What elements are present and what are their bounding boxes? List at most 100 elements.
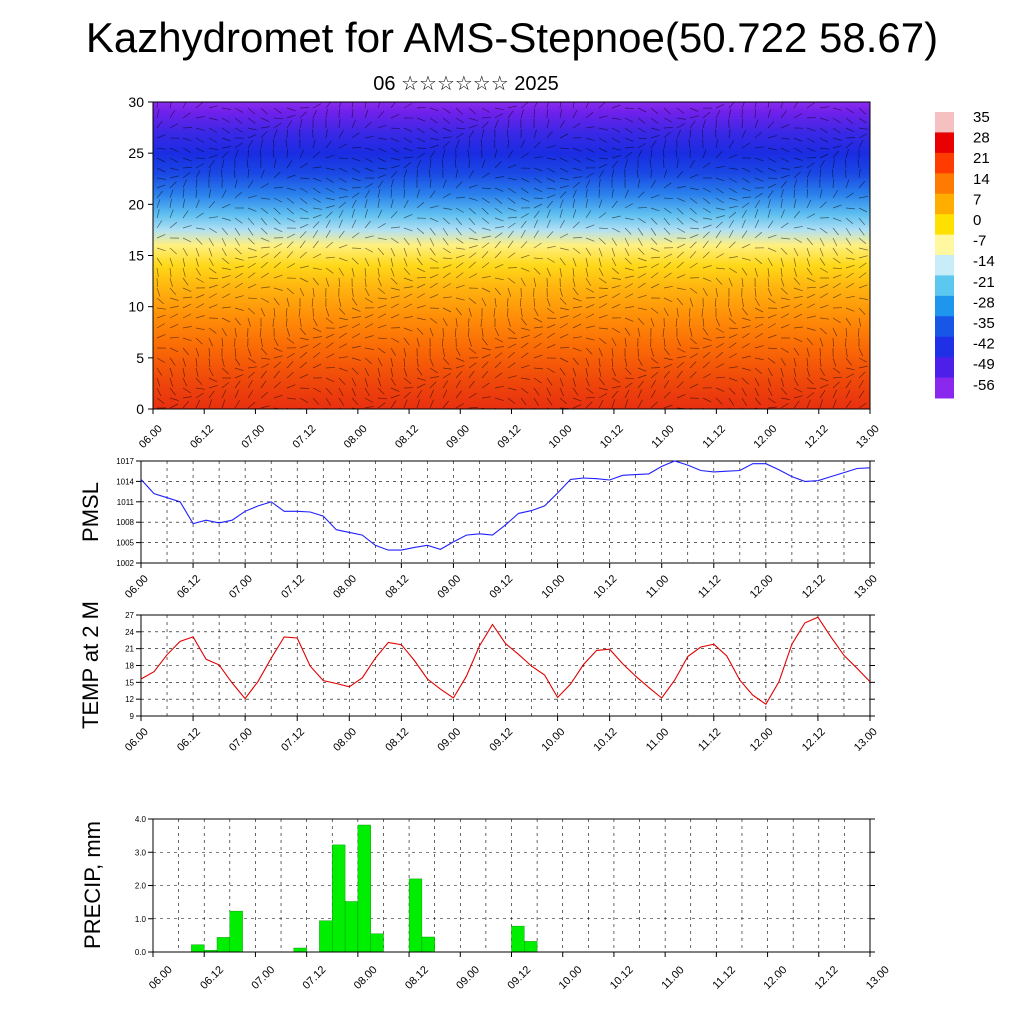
x-tick-label: 11.00: [644, 726, 671, 753]
wind-barb: [624, 306, 634, 309]
wind-barb: [221, 159, 225, 169]
wind-barb: [819, 284, 829, 289]
wind-barb: [858, 180, 866, 189]
wind-barb: [754, 209, 759, 219]
wind-barb: [390, 226, 400, 229]
wind-barb: [793, 287, 803, 292]
wind-barb: [715, 109, 721, 119]
wind-barb: [247, 297, 258, 300]
wind-barb: [494, 263, 504, 269]
wind-barb: [728, 241, 736, 249]
wind-barb: [208, 137, 217, 143]
x-tick-label: 07.00: [249, 964, 277, 992]
wind-barb: [338, 377, 346, 385]
wind-barb: [156, 234, 166, 239]
wind-barb: [767, 287, 772, 297]
y-tick-label: 1002: [116, 559, 134, 568]
wind-barb: [468, 227, 477, 234]
wind-barb: [845, 127, 855, 133]
wind-barb: [403, 161, 412, 169]
wind-barb: [728, 397, 735, 406]
wind-barb: [780, 137, 790, 140]
wind-barb: [507, 216, 518, 219]
x-tick-label: 07.12: [279, 573, 307, 601]
wind-barb: [221, 189, 227, 199]
wind-barb: [286, 217, 296, 223]
y-tick-label: 27: [125, 611, 134, 620]
wind-barb: [624, 107, 635, 110]
wind-barb: [156, 184, 166, 189]
precip-bar: [344, 901, 359, 953]
wind-barb: [611, 285, 621, 289]
wind-barb: [507, 164, 517, 169]
wind-barb: [442, 117, 451, 124]
wind-barb: [663, 197, 674, 200]
wind-barb: [299, 397, 308, 403]
wind-barb: [390, 400, 397, 409]
wind-barb: [234, 127, 244, 133]
wind-barb: [455, 196, 466, 199]
wind-barb: [182, 267, 186, 277]
wind-barb: [481, 354, 491, 359]
wind-barb: [351, 367, 359, 375]
wind-barb: [442, 179, 447, 189]
wind-barb: [260, 227, 268, 235]
wind-barb: [832, 117, 841, 124]
wind-barb: [247, 227, 254, 236]
wind-barb: [416, 367, 423, 376]
wind-barb: [390, 394, 400, 399]
wind-barb: [741, 108, 743, 119]
wind-barb: [286, 361, 294, 369]
wind-barb: [676, 159, 679, 169]
wind-barb: [208, 247, 213, 257]
wind-barb: [858, 127, 868, 130]
wind-barb: [338, 356, 348, 359]
wind-barb: [169, 287, 177, 296]
wind-barb: [156, 277, 158, 288]
wind-barb: [364, 235, 374, 239]
wind-barb: [572, 306, 582, 309]
wind-barb: [182, 347, 190, 356]
wind-barb: [585, 304, 595, 309]
wind-barb: [728, 211, 737, 219]
wind-barb-field: [156, 102, 868, 409]
wind-barb: [299, 107, 310, 109]
wind-barb: [260, 197, 270, 200]
wind-barb: [780, 167, 790, 170]
wind-barb: [468, 184, 478, 189]
wind-barb: [585, 224, 595, 229]
colorbar-label: -14: [973, 253, 995, 270]
wind-barb: [611, 385, 621, 389]
wind-barb: [298, 128, 301, 139]
colorbar-label: -21: [973, 274, 995, 291]
wind-barb: [780, 110, 787, 119]
wind-barb: [351, 132, 360, 139]
wind-barb: [754, 397, 761, 406]
colorbar-swatch: [935, 112, 954, 133]
wind-barb: [637, 137, 648, 140]
wind-barb: [702, 112, 711, 119]
wind-barb: [442, 327, 444, 338]
wind-barb: [519, 297, 522, 308]
wind-barb: [312, 342, 321, 349]
wind-barb: [832, 159, 835, 169]
wind-barb: [767, 323, 776, 329]
wind-barb: [649, 159, 652, 169]
wind-barb: [585, 210, 592, 219]
wind-barb: [806, 286, 817, 289]
wind-barb: [806, 162, 815, 169]
wind-barb: [364, 397, 373, 403]
wind-barb: [403, 237, 410, 246]
wind-barb: [780, 387, 788, 395]
wind-barb: [559, 120, 566, 129]
wind-barb: [780, 124, 790, 129]
wind-barb: [533, 156, 543, 159]
y-tick-label: 15: [125, 678, 134, 687]
wind-barb: [676, 243, 686, 249]
colorbar-swatch: [935, 295, 954, 317]
wind-barb: [195, 294, 205, 299]
wind-barb: [208, 154, 218, 159]
wind-barb: [676, 297, 684, 306]
x-tick-label: 10.00: [539, 726, 567, 754]
